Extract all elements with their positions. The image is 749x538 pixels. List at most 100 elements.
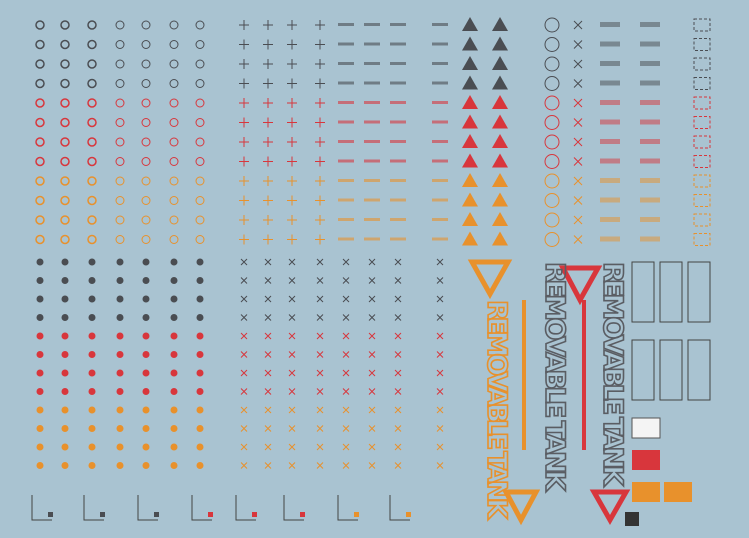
text-decal — [364, 23, 380, 26]
dot-decal — [170, 406, 178, 414]
x-decal — [342, 277, 350, 284]
dot-decal — [116, 406, 124, 414]
ring-decal — [35, 215, 45, 225]
dot-decal — [61, 406, 69, 414]
warning-triangle — [492, 134, 508, 148]
dot-decal — [142, 388, 150, 395]
ring-decal — [60, 234, 70, 245]
dot-decal — [196, 295, 204, 303]
x-decal — [288, 314, 296, 321]
text-decal — [390, 101, 406, 104]
dot-decal — [116, 332, 124, 340]
x-decal — [573, 40, 583, 49]
text-decal — [432, 159, 448, 163]
text-decal — [432, 62, 448, 65]
frame-decal — [693, 77, 711, 90]
dot-decal — [36, 369, 44, 377]
warning-triangle — [492, 153, 508, 168]
dot-decal — [88, 314, 96, 321]
text-decal — [640, 100, 660, 105]
x-decal — [573, 118, 583, 127]
x-decal — [342, 258, 350, 266]
panel — [687, 339, 711, 401]
text-decal — [600, 197, 620, 203]
x-decal — [436, 295, 444, 303]
x-decal — [573, 235, 583, 244]
x-decal — [368, 406, 376, 414]
x-decal — [573, 59, 583, 69]
x-decal — [368, 258, 376, 266]
text-decal — [600, 158, 620, 164]
text-decal — [432, 23, 448, 26]
dot-decal — [88, 388, 96, 395]
x-decal — [264, 314, 272, 321]
dot-decal — [61, 332, 69, 340]
dial-decal — [141, 176, 151, 186]
text-decal — [432, 81, 448, 85]
dot-decal — [142, 332, 150, 340]
x-decal — [240, 443, 248, 451]
x-decal — [394, 295, 402, 303]
dot-decal — [142, 314, 150, 321]
text-decal — [640, 178, 660, 183]
dot-decal — [142, 462, 150, 469]
text-decal — [364, 140, 380, 143]
ring-decal — [60, 98, 70, 108]
dot-decal — [116, 443, 124, 451]
dot-decal — [196, 443, 204, 451]
x-decal — [240, 332, 248, 340]
square-decal — [406, 512, 411, 517]
x-decal — [342, 314, 350, 321]
text-decal — [338, 81, 354, 85]
dial-decal — [169, 20, 179, 30]
dot-decal — [88, 277, 96, 284]
ring-decal — [60, 78, 70, 89]
frame-decal — [693, 116, 711, 129]
dial-decal — [195, 157, 205, 166]
dot-decal — [196, 369, 204, 377]
dial-decal — [115, 98, 125, 108]
frame-decal — [693, 18, 711, 32]
x-decal — [240, 369, 248, 377]
x-decal — [288, 388, 296, 395]
frame-decal — [693, 135, 711, 149]
orange-triangle — [467, 259, 513, 300]
ring-decal — [87, 176, 97, 186]
dot-decal — [116, 351, 124, 358]
circle-decal — [544, 37, 560, 52]
x-decal — [316, 351, 324, 358]
x-decal — [342, 443, 350, 451]
dot-decal — [142, 295, 150, 303]
frame-decal — [693, 233, 711, 246]
ring-decal — [60, 137, 70, 147]
ring-decal — [60, 156, 70, 167]
dial-decal — [141, 137, 151, 147]
warning-plate — [632, 450, 660, 470]
dial-decal — [141, 40, 151, 49]
square-decal — [300, 512, 305, 517]
panel — [631, 339, 655, 401]
text-decal — [338, 140, 354, 143]
dial-decal — [115, 59, 125, 69]
dot-decal — [170, 388, 178, 395]
dot-decal — [196, 388, 204, 395]
x-decal — [288, 443, 296, 451]
dot-decal — [170, 351, 178, 358]
warning-triangle — [492, 17, 508, 31]
x-decal — [316, 277, 324, 284]
x-decal — [368, 351, 376, 358]
ring-decal — [60, 59, 70, 69]
x-decal — [573, 196, 583, 205]
x-decal — [240, 314, 248, 321]
dot-decal — [116, 425, 124, 432]
text-decal — [640, 158, 660, 164]
x-decal — [342, 369, 350, 377]
dial-decal — [169, 59, 179, 69]
x-decal — [573, 215, 583, 225]
text-decal — [338, 101, 354, 104]
ring-decal — [60, 176, 70, 186]
dial-decal — [115, 137, 125, 147]
x-decal — [342, 406, 350, 414]
dot-decal — [61, 258, 69, 266]
